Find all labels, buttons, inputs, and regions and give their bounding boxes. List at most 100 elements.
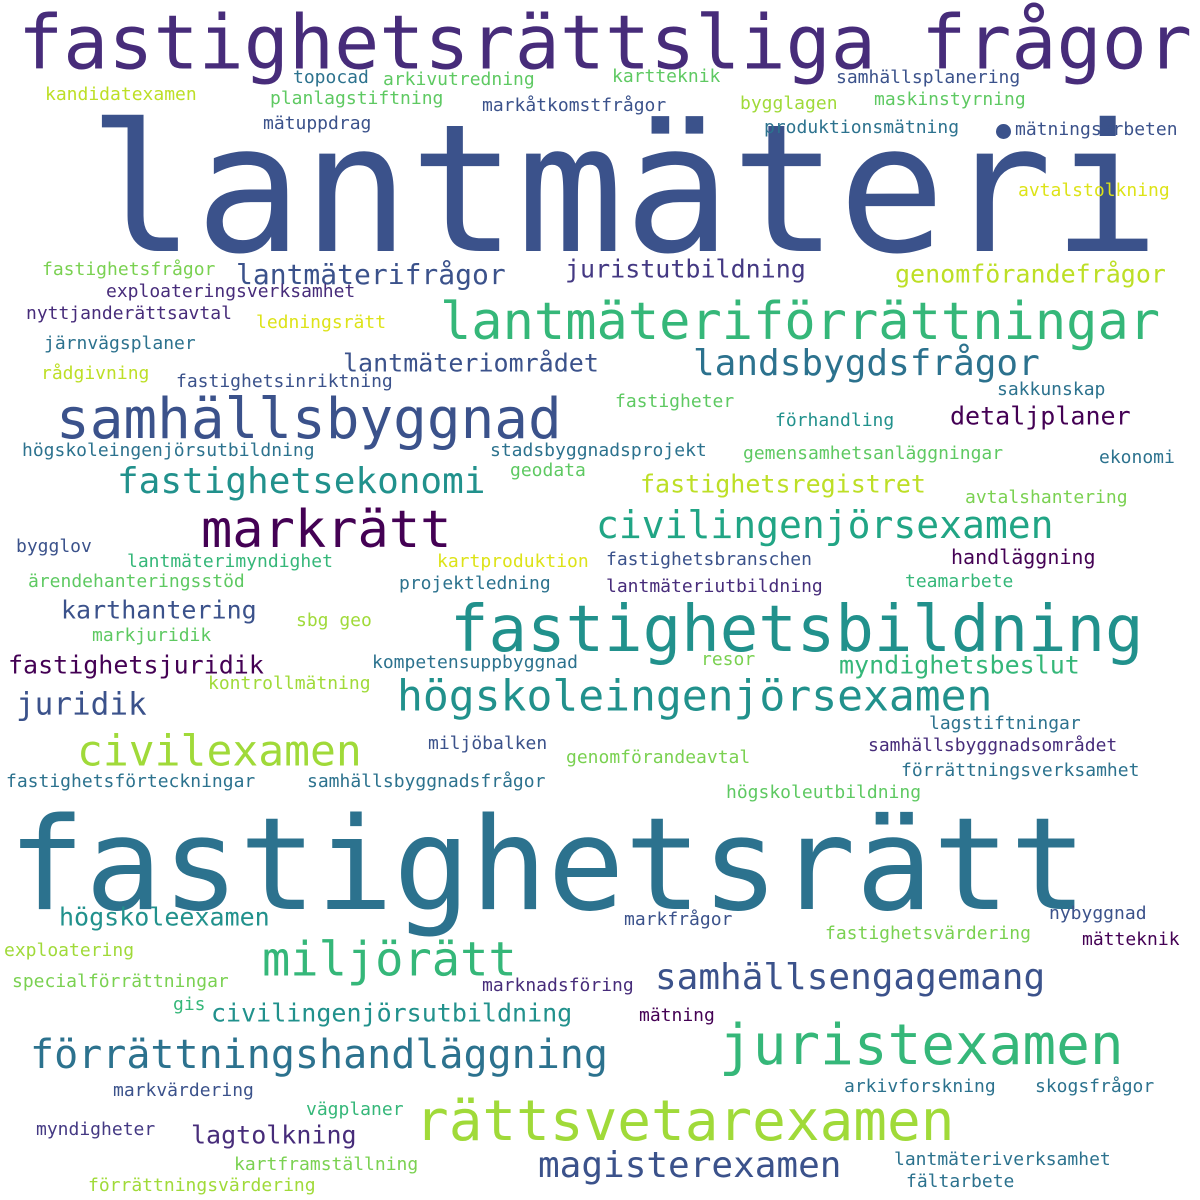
cloud-word: exploateringsverksamhet (106, 281, 356, 302)
cloud-word: stadsbyggnadsprojekt (490, 440, 707, 461)
cloud-word: markrätt (201, 500, 452, 560)
cloud-word: markfrågor (624, 909, 733, 930)
cloud-word: civilingenjörsexamen (596, 503, 1054, 547)
cloud-word: markåtkomstfrågor (482, 95, 667, 116)
cloud-word: mätuppdrag (263, 113, 372, 134)
cloud-word: fastigheter (615, 391, 735, 412)
cloud-word: högskoleexamen (59, 902, 270, 932)
cloud-word: förrättningshandläggning (30, 1032, 608, 1078)
cloud-word: detaljplaner (950, 401, 1131, 431)
cloud-word: arkivutredning (383, 69, 535, 90)
cloud-word: samhällsbyggnadsfrågor (307, 771, 546, 792)
cloud-word: kompetensuppbyggnad (372, 652, 578, 673)
cloud-word: magisterexamen (538, 1145, 842, 1186)
cloud-word: genomförandefrågor (895, 259, 1166, 289)
cloud-word: kartteknik (612, 66, 721, 87)
cloud-word: fastighetsbranschen (606, 549, 812, 570)
dot-mark (996, 124, 1011, 139)
cloud-word: fastighetsregistret (640, 469, 926, 499)
cloud-word: maskinstyrning (874, 89, 1026, 110)
cloud-word: gemensamhetsanläggningar (743, 443, 1004, 464)
cloud-word: lantmäteriområdet (343, 348, 599, 378)
cloud-word: förrättningsvärdering (88, 1175, 316, 1196)
cloud-word: genomförandeavtal (566, 747, 751, 768)
cloud-word: juridik (16, 686, 147, 723)
cloud-word: mätningsarbeten (1015, 119, 1178, 140)
cloud-word: resor (701, 649, 756, 670)
cloud-word: fältarbete (906, 1171, 1015, 1192)
cloud-word: lantmäteriförrättningar (440, 292, 1161, 352)
cloud-word: ledningsrätt (256, 312, 387, 333)
cloud-word: skogsfrågor (1035, 1076, 1155, 1097)
cloud-word: järnvägsplaner (44, 333, 196, 354)
cloud-word: geodata (510, 460, 586, 481)
cloud-word: högskoleutbildning (726, 782, 922, 803)
cloud-word: markvärdering (113, 1080, 254, 1101)
cloud-word: marknadsföring (482, 975, 634, 996)
cloud-word: lantmäteriverksamhet (894, 1149, 1111, 1170)
cloud-word: fastighetsrättsliga frågor (18, 0, 1192, 87)
cloud-word: specialförrättningar (12, 971, 229, 992)
cloud-word: produktionsmätning (764, 117, 960, 138)
cloud-word: mätteknik (1082, 929, 1180, 950)
cloud-word: lantmäterifrågor (236, 258, 506, 291)
cloud-word: handläggning (951, 545, 1096, 569)
cloud-word: landsbygdsfrågor (693, 343, 1040, 384)
cloud-word: civilingenjörsutbildning (211, 998, 573, 1028)
cloud-word: kartproduktion (437, 551, 589, 572)
cloud-word: fastighetsförteckningar (6, 771, 256, 792)
cloud-word: bygglagen (740, 93, 838, 114)
cloud-word: fastighetsinriktning (176, 371, 393, 392)
cloud-word: fastighetsjuridik (8, 650, 264, 680)
cloud-word: nybyggnad (1049, 903, 1147, 924)
cloud-word: fastighetsvärdering (825, 923, 1031, 944)
cloud-word: lagstiftningar (929, 713, 1081, 734)
cloud-word: projektledning (399, 573, 551, 594)
cloud-word: ärendehanteringsstöd (28, 571, 245, 592)
cloud-word: bygglov (16, 536, 92, 557)
cloud-word: lantmäteriutbildning (606, 576, 823, 597)
cloud-word: kartframställning (234, 1154, 419, 1175)
cloud-word: ekonomi (1099, 447, 1175, 468)
cloud-word: kandidatexamen (45, 84, 197, 105)
cloud-word: myndighetsbeslut (839, 650, 1080, 680)
cloud-word: juristutbildning (565, 254, 806, 284)
cloud-word: miljöbalken (428, 733, 548, 754)
cloud-word: karthantering (61, 595, 257, 625)
cloud-word: lagtolkning (191, 1120, 357, 1150)
cloud-word: förrättningsverksamhet (901, 760, 1140, 781)
cloud-word: fastighetsekonomi (117, 461, 486, 502)
cloud-word: fastighetsrätt (8, 791, 1087, 940)
cloud-word: civilexamen (77, 726, 362, 777)
cloud-word: samhällsplanering (836, 67, 1021, 88)
cloud-word: lantmäteri (88, 86, 1160, 293)
cloud-word: teamarbete (905, 571, 1014, 592)
cloud-word: avtalshantering (965, 487, 1128, 508)
cloud-word: markjuridik (92, 625, 212, 646)
cloud-word: rådgivning (41, 363, 150, 384)
cloud-word: juristexamen (719, 1013, 1124, 1078)
cloud-word: fastighetsbildning (450, 593, 1144, 667)
cloud-word: kontrollmätning (208, 673, 371, 694)
cloud-word: samhällsbyggnadsområdet (868, 735, 1118, 756)
cloud-word: nyttjanderättsavtal (26, 303, 232, 324)
cloud-word: samhällsbyggnad (56, 387, 562, 452)
cloud-word: fastighetsfrågor (42, 259, 216, 280)
cloud-word: gis (173, 994, 206, 1015)
cloud-word: mätning (639, 1005, 715, 1026)
cloud-word: sakkunskap (997, 379, 1106, 400)
cloud-word: lantmäterimyndighet (127, 551, 333, 572)
cloud-word: vägplaner (306, 1099, 404, 1120)
cloud-word: arkivforskning (844, 1076, 996, 1097)
cloud-word: avtalstolkning (1018, 180, 1170, 201)
cloud-word: topocad (293, 67, 369, 88)
cloud-word: rättsvetarexamen (415, 1089, 955, 1154)
cloud-word: samhällsengagemang (655, 957, 1046, 998)
cloud-word: högskoleingenjörsexamen (397, 671, 993, 722)
cloud-word: myndigheter (36, 1119, 156, 1140)
cloud-word: exploatering (4, 940, 135, 961)
cloud-word: sbg geo (296, 610, 372, 631)
cloud-word: planlagstiftning (270, 88, 444, 109)
cloud-word: förhandling (775, 410, 895, 431)
